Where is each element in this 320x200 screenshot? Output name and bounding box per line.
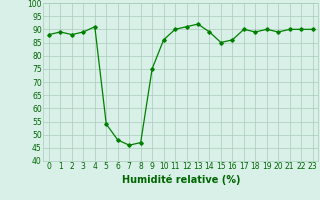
X-axis label: Humidité relative (%): Humidité relative (%) bbox=[122, 174, 240, 185]
